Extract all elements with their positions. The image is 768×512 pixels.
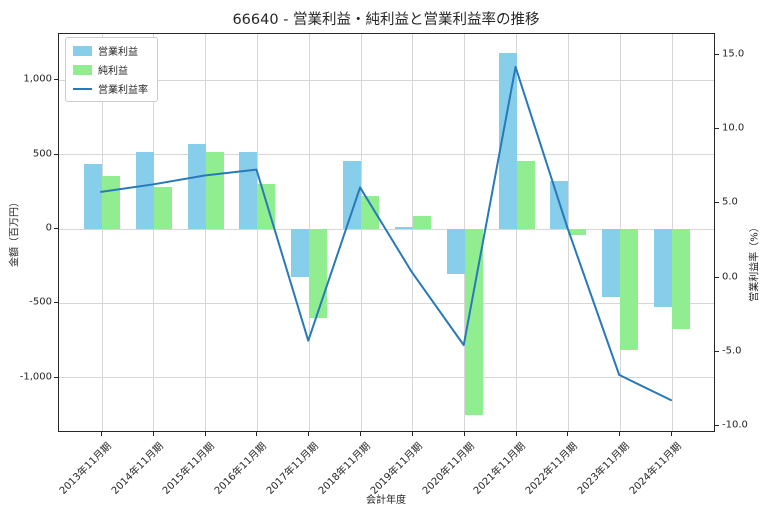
x-tick-mark — [619, 432, 621, 436]
legend-label-operating-profit: 営業利益 — [98, 47, 138, 58]
x-tick-mark — [101, 432, 102, 436]
y-tick-label-left: -1,000 — [19, 371, 52, 383]
legend: 営業利益 純利益 営業利益率 — [65, 37, 158, 102]
operating-profit-bar — [239, 151, 258, 230]
net-profit-bar — [309, 229, 328, 319]
y-tick-label-right: -5.0 — [722, 345, 742, 357]
x-tick-label: 2021年11月期 — [472, 440, 529, 497]
net-profit-bar — [672, 229, 690, 329]
operating-profit-bar — [550, 180, 569, 230]
x-tick-label: 2022年11月期 — [523, 440, 580, 497]
left-tick-mark — [54, 228, 58, 230]
x-tick-mark — [671, 432, 672, 436]
h-gridline — [59, 377, 714, 379]
v-gridline — [205, 34, 207, 431]
right-tick-mark — [715, 202, 719, 204]
operating-profit-bar — [602, 229, 621, 297]
x-tick-label: 2020年11月期 — [420, 440, 477, 497]
profit-margin-line-swatch — [73, 87, 92, 90]
h-gridline — [59, 302, 714, 304]
operating-profit-swatch — [73, 45, 92, 56]
x-tick-label: 2013年11月期 — [57, 440, 114, 497]
x-tick-mark — [308, 432, 310, 436]
right-tick-mark — [715, 276, 719, 278]
x-tick-label: 2023年11月期 — [575, 440, 632, 497]
x-axis-title: 会計年度 — [366, 495, 406, 506]
y-tick-label-right: 15.0 — [722, 48, 745, 60]
y-tick-label-right: 10.0 — [722, 122, 745, 134]
legend-label-net-profit: 純利益 — [98, 66, 128, 77]
x-tick-mark — [256, 432, 258, 436]
y-tick-label-right: 0.0 — [722, 271, 738, 283]
v-gridline — [412, 34, 414, 431]
x-tick-label: 2024年11月期 — [627, 440, 684, 497]
operating-profit-bar — [446, 229, 465, 275]
x-tick-mark — [515, 432, 517, 436]
left-tick-mark — [54, 79, 58, 81]
y-tick-label-left: -500 — [29, 296, 52, 308]
right-axis-title: 営業利益率（%） — [749, 222, 761, 302]
x-tick-mark — [463, 432, 465, 436]
x-tick-mark — [567, 432, 569, 436]
x-tick-label: 2018年11月期 — [316, 440, 373, 497]
x-tick-mark — [152, 432, 154, 436]
net-profit-bar — [516, 161, 535, 230]
x-tick-mark — [411, 432, 413, 436]
net-profit-bar — [464, 229, 483, 415]
legend-label-profit-margin: 営業利益率 — [98, 85, 148, 96]
net-profit-bar — [620, 229, 639, 350]
right-tick-mark — [715, 425, 719, 427]
left-tick-mark — [54, 302, 58, 304]
legend-item-operating-profit: 営業利益 — [73, 43, 148, 58]
v-gridline — [256, 34, 258, 431]
x-tick-label: 2019年11月期 — [368, 440, 425, 497]
x-tick-label: 2015年11月期 — [161, 440, 218, 497]
operating-profit-bar — [84, 163, 102, 230]
v-gridline — [360, 34, 362, 431]
net-profit-swatch — [73, 64, 92, 75]
right-tick-mark — [715, 127, 719, 129]
net-profit-bar — [257, 184, 276, 230]
net-profit-bar — [153, 186, 172, 230]
operating-profit-bar — [343, 161, 362, 230]
net-profit-bar — [205, 152, 224, 230]
net-profit-bar — [361, 196, 380, 230]
left-tick-mark — [54, 153, 58, 155]
right-tick-mark — [715, 351, 719, 353]
operating-profit-bar — [291, 229, 310, 277]
legend-item-net-profit: 純利益 — [73, 62, 148, 77]
operating-profit-bar — [187, 144, 206, 230]
operating-profit-bar — [394, 226, 413, 230]
operating-profit-bar — [498, 53, 517, 230]
x-tick-label: 2017年11月期 — [264, 440, 321, 497]
operating-profit-bar — [135, 152, 154, 230]
x-tick-label: 2016年11月期 — [213, 440, 270, 497]
y-tick-label-left: 0 — [45, 222, 52, 234]
chart-title: 66640 - 営業利益・純利益と営業利益率の推移 — [232, 12, 540, 28]
net-profit-bar — [412, 215, 431, 230]
y-tick-label-right: 5.0 — [722, 196, 738, 208]
legend-item-profit-margin: 営業利益率 — [73, 81, 148, 96]
h-gridline — [59, 154, 714, 156]
y-tick-label-left: 500 — [32, 148, 52, 160]
x-tick-mark — [204, 432, 206, 436]
y-tick-label-right: -10.0 — [722, 419, 748, 431]
x-tick-label: 2014年11月期 — [109, 440, 166, 497]
x-tick-mark — [360, 432, 362, 436]
y-tick-label-left: 1,000 — [23, 73, 52, 85]
net-profit-bar — [568, 229, 587, 235]
right-tick-mark — [715, 53, 719, 55]
net-profit-bar — [102, 176, 120, 230]
operating-profit-bar — [654, 229, 672, 308]
left-tick-mark — [54, 376, 58, 378]
